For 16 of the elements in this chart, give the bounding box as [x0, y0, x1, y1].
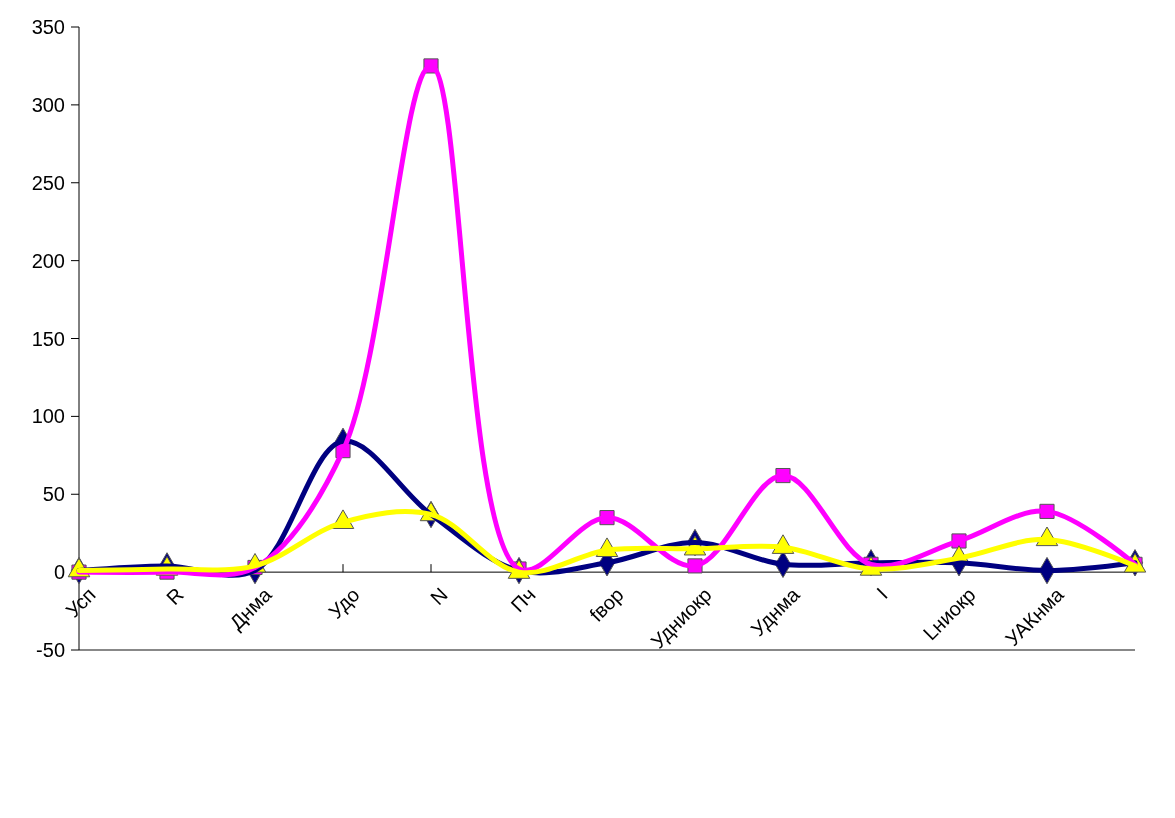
y-tick-label: 350 — [31, 16, 65, 38]
y-tick-label: 150 — [31, 327, 65, 350]
x-tick-label: Усп — [61, 583, 100, 622]
x-tick-label: I — [872, 583, 892, 603]
y-tick-label: 250 — [31, 171, 65, 194]
x-tick-label: Пч — [506, 583, 540, 617]
y-tick-label: 200 — [31, 249, 65, 272]
x-tick-label: N — [425, 583, 452, 610]
y-tick-label: 100 — [31, 405, 65, 428]
y-tick-label: -50 — [36, 639, 65, 661]
y-tick-label: 300 — [31, 93, 65, 116]
x-tick-label: R — [161, 583, 188, 610]
y-tick-label: 0 — [53, 561, 65, 584]
y-tick-label: 50 — [42, 483, 65, 506]
x-tick-label: fвор — [585, 583, 628, 626]
x-tick-label: Удо — [324, 583, 364, 623]
